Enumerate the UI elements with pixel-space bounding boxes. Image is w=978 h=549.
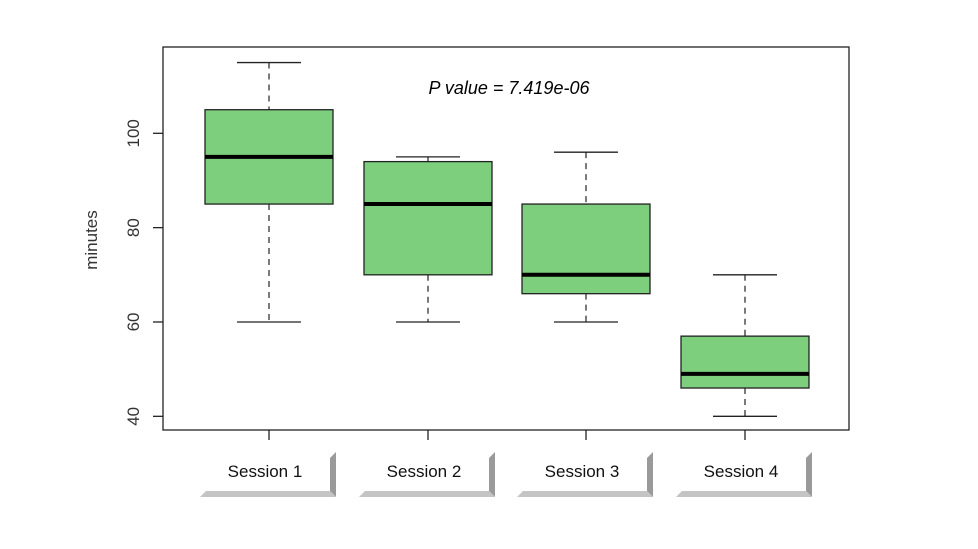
box bbox=[680, 335, 810, 389]
y-tick-label: 40 bbox=[124, 407, 143, 426]
y-axis-label: minutes bbox=[82, 210, 101, 270]
y-tick-label: 80 bbox=[124, 218, 143, 237]
label-bevel bbox=[359, 452, 495, 497]
y-tick-label: 100 bbox=[124, 119, 143, 147]
label-bevel bbox=[200, 452, 336, 497]
x-tick-label: Session 4 bbox=[676, 452, 812, 497]
x-tick-label: Session 1 bbox=[200, 452, 336, 497]
category-label: Session 2 bbox=[359, 452, 489, 491]
label-bevel bbox=[676, 452, 812, 497]
plot-frame bbox=[162, 46, 850, 431]
chart-title: P value = 7.419e-06 bbox=[429, 78, 591, 98]
category-label: Session 3 bbox=[517, 452, 647, 491]
category-label: Session 1 bbox=[200, 452, 330, 491]
x-tick-label: Session 3 bbox=[517, 452, 653, 497]
category-label: Session 4 bbox=[676, 452, 806, 491]
label-bevel bbox=[517, 452, 653, 497]
box bbox=[363, 160, 493, 276]
box bbox=[521, 203, 651, 295]
x-tick-label: Session 2 bbox=[359, 452, 495, 497]
y-tick-label: 60 bbox=[124, 313, 143, 332]
